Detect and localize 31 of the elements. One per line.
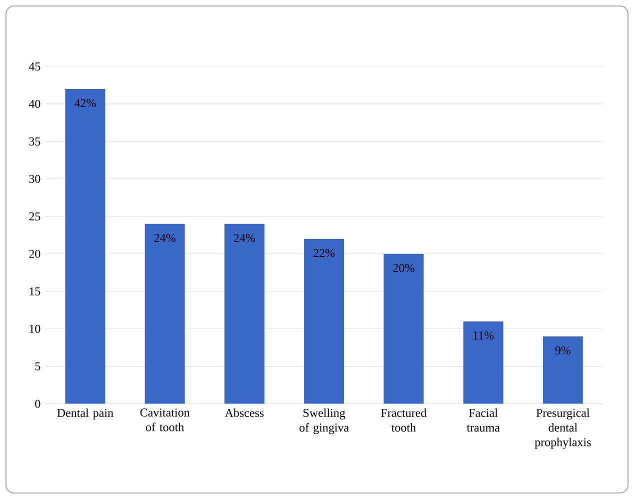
y-tick-label: 15 <box>30 287 40 296</box>
x-tick-label: Dental pain <box>57 408 114 420</box>
y-tick-label: 35 <box>29 137 40 146</box>
y-tick-label: 5 <box>35 362 40 370</box>
data-label: 11% <box>474 331 494 340</box>
y-tick-label: 25 <box>29 212 40 220</box>
bar <box>304 238 344 404</box>
bar <box>144 224 185 404</box>
y-tick-label: 45 <box>28 62 40 70</box>
y-tick-label: 10 <box>30 324 40 333</box>
x-tick-label: Presurgical dental prophylaxis <box>534 408 591 449</box>
bar <box>542 336 583 404</box>
y-tick-label: 40 <box>28 100 40 108</box>
data-label: 42% <box>74 98 96 108</box>
x-tick-label: Abscess <box>224 408 264 417</box>
bar <box>224 224 264 404</box>
y-tick-label: 30 <box>29 174 40 183</box>
data-label: 9% <box>555 346 571 355</box>
bar <box>65 88 106 404</box>
x-tick-label: Facial trauma <box>466 408 500 432</box>
x-tick-label: Cavitation of tooth <box>140 408 190 432</box>
x-tick-label: Swelling of gingiva <box>300 408 349 434</box>
y-tick-label: 20 <box>29 250 40 258</box>
bar <box>384 254 424 404</box>
data-label: 24% <box>154 234 176 242</box>
y-tick-label: 0 <box>35 400 40 408</box>
bar <box>463 321 504 404</box>
data-label: 22% <box>314 248 335 258</box>
data-label: 20% <box>393 264 414 272</box>
x-tick-label: Fractured tooth <box>381 408 427 432</box>
data-label: 24% <box>234 234 256 242</box>
